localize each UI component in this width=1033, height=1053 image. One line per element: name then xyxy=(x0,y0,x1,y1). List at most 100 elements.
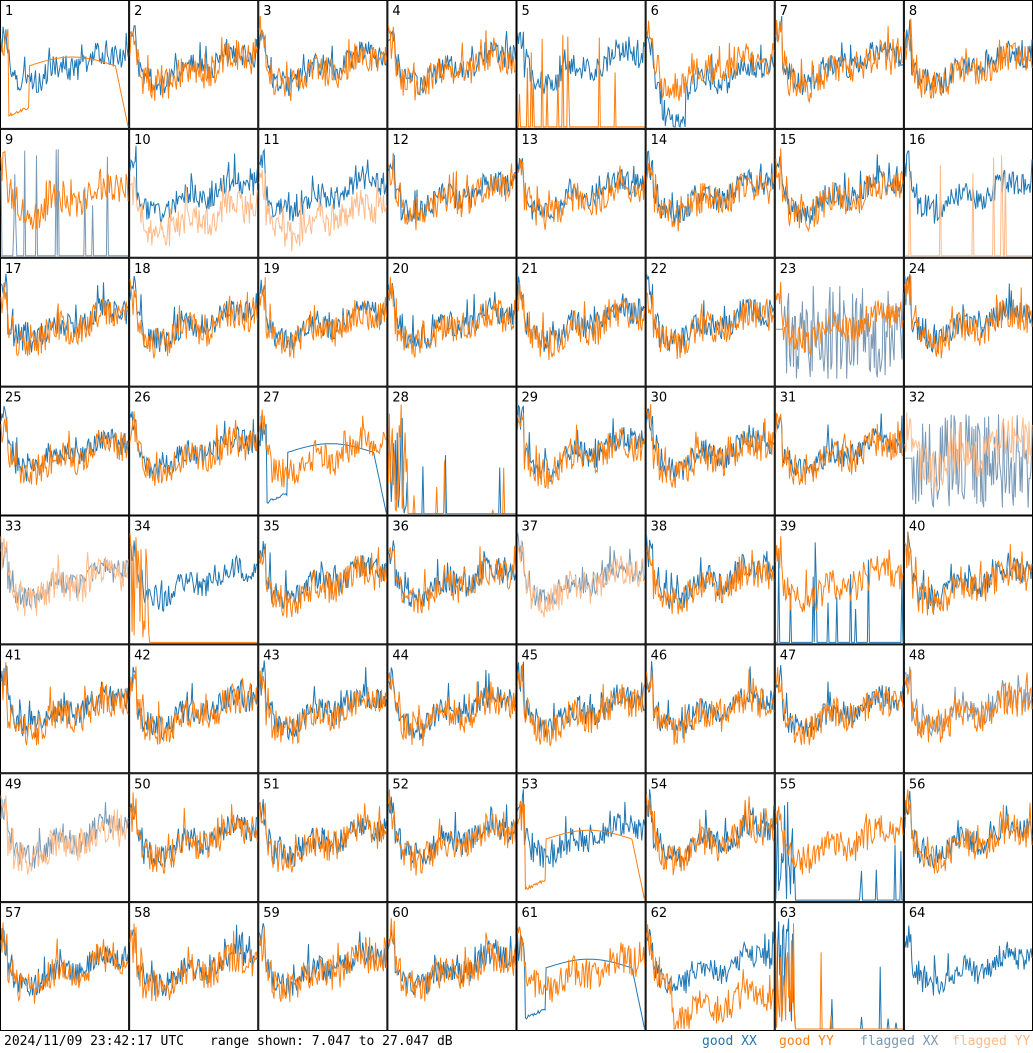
panel-frame xyxy=(129,644,259,774)
series-yy-line xyxy=(517,800,646,901)
panel-2: 2 xyxy=(129,0,259,129)
series-xx-line xyxy=(775,542,904,643)
panel-frame xyxy=(516,0,646,129)
panel-32: 32 xyxy=(903,386,1033,516)
panel-label: 35 xyxy=(263,520,280,535)
series-yy-line xyxy=(904,412,1033,492)
series-yy-line xyxy=(0,150,129,230)
panel-label: 58 xyxy=(134,906,151,921)
series-yy-line xyxy=(775,281,904,356)
panel-label: 45 xyxy=(522,648,539,663)
series-xx-line xyxy=(0,149,129,257)
series-yy-line xyxy=(517,35,645,128)
panel-label: 32 xyxy=(909,391,926,406)
panel-label: 19 xyxy=(263,262,280,277)
panel-56: 56 xyxy=(903,773,1033,903)
footer: 2024/11/09 23:42:17 UTC range shown: 7.0… xyxy=(0,1031,1033,1053)
panel-59: 59 xyxy=(258,902,388,1031)
panel-label: 26 xyxy=(134,391,151,406)
series-yy-line xyxy=(646,292,775,360)
series-yy-line xyxy=(0,28,129,128)
panel-label: 46 xyxy=(651,648,668,663)
panel-label: 23 xyxy=(780,262,797,277)
panel-label: 50 xyxy=(134,777,151,792)
range-label: range shown: 7.047 to 27.047 dB xyxy=(210,1034,453,1049)
panel-label: 20 xyxy=(392,262,409,277)
series-yy-line xyxy=(904,18,1033,99)
series-yy-line xyxy=(258,277,387,359)
series-yy-line xyxy=(387,918,516,1002)
panel-label: 40 xyxy=(909,520,926,535)
series-yy-line xyxy=(387,153,516,231)
panel-label: 51 xyxy=(263,777,280,792)
panel-label: 13 xyxy=(522,133,539,148)
panel-label: 12 xyxy=(392,133,409,148)
series-yy-line xyxy=(258,801,387,873)
panel-label: 55 xyxy=(780,777,797,792)
panel-30: 30 xyxy=(645,386,775,516)
panel-frame xyxy=(774,773,904,903)
panel-51: 51 xyxy=(258,773,388,903)
panel-label: 60 xyxy=(392,906,409,921)
series-yy-line xyxy=(0,795,129,875)
panel-15: 15 xyxy=(774,128,904,258)
panel-label: 24 xyxy=(909,262,926,277)
panel-label: 61 xyxy=(522,906,539,921)
series-yy-line xyxy=(387,25,516,101)
panel-41: 41 xyxy=(0,644,130,774)
panel-label: 59 xyxy=(263,906,280,921)
series-yy-line xyxy=(258,15,387,102)
panel-label: 21 xyxy=(522,262,539,277)
panel-frame xyxy=(0,0,130,129)
series-xx-line xyxy=(258,799,387,867)
panel-label: 8 xyxy=(909,4,917,19)
series-yy-line xyxy=(775,923,903,1030)
panel-label: 42 xyxy=(134,648,151,663)
panel-label: 30 xyxy=(651,391,668,406)
panel-20: 20 xyxy=(387,257,517,387)
panel-14: 14 xyxy=(645,128,775,258)
series-xx-line xyxy=(775,285,904,379)
panel-24: 24 xyxy=(903,257,1033,387)
series-yy-line xyxy=(775,536,904,613)
series-yy-line xyxy=(129,175,258,247)
legend-good-xx: good XX xyxy=(702,1034,757,1049)
panel-48: 48 xyxy=(903,644,1033,774)
series-yy-line xyxy=(517,282,646,361)
panel-12: 12 xyxy=(387,128,517,258)
series-yy-line xyxy=(387,404,516,514)
panel-label: 47 xyxy=(780,648,797,663)
panel-25: 25 xyxy=(0,386,130,516)
panel-10: 10 xyxy=(129,128,259,258)
panel-label: 54 xyxy=(651,777,668,792)
panel-22: 22 xyxy=(645,257,775,387)
series-yy-line xyxy=(0,536,129,616)
panel-44: 44 xyxy=(387,644,517,774)
series-xx-line xyxy=(517,31,646,94)
panel-frame xyxy=(129,515,259,645)
panel-1: 1 xyxy=(0,0,130,129)
panel-label: 37 xyxy=(522,520,539,535)
panel-label: 27 xyxy=(263,391,280,406)
series-xx-line xyxy=(258,660,387,741)
panel-label: 57 xyxy=(5,906,22,921)
panel-label: 62 xyxy=(651,906,668,921)
panel-61: 61 xyxy=(516,902,646,1031)
series-yy-line xyxy=(387,789,516,876)
panel-label: 38 xyxy=(651,520,668,535)
panel-frame xyxy=(516,515,646,645)
series-yy-line xyxy=(0,922,129,1004)
series-yy-line xyxy=(904,531,1033,616)
panel-34: 34 xyxy=(129,515,259,645)
panel-label: 1 xyxy=(5,4,13,19)
series-yy-line xyxy=(646,404,775,489)
series-yy-line xyxy=(129,279,258,359)
panel-frame xyxy=(258,515,388,645)
panel-18: 18 xyxy=(129,257,259,387)
panel-6: 6 xyxy=(645,0,775,129)
series-yy-line xyxy=(904,275,1033,359)
panel-9: 9 xyxy=(0,128,130,258)
panel-frame xyxy=(387,386,517,516)
panel-frame xyxy=(903,128,1033,258)
panel-55: 55 xyxy=(774,773,904,903)
